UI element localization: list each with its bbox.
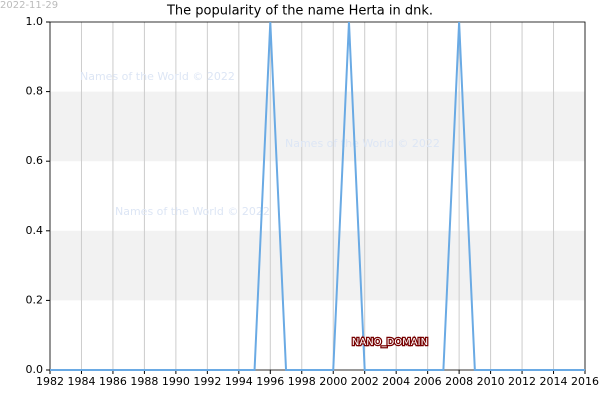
y-tick-label: 0.2 — [26, 293, 44, 306]
x-tick-label: 2010 — [477, 375, 505, 388]
watermark: Names of the World © 2022 — [80, 70, 235, 83]
x-tick-label: 1982 — [36, 375, 64, 388]
x-tick-label: 1994 — [225, 375, 253, 388]
watermark: Names of the World © 2022 — [115, 205, 270, 218]
x-tick-label: 2006 — [414, 375, 442, 388]
x-tick-label: 1996 — [256, 375, 284, 388]
grid-band — [50, 230, 585, 301]
y-tick-label: 0.6 — [26, 154, 44, 167]
x-tick-label: 1984 — [67, 375, 95, 388]
y-tick-label: 1.0 — [26, 15, 44, 28]
x-tick-label: 2008 — [445, 375, 473, 388]
grid-band — [50, 91, 585, 162]
x-tick-label: 1990 — [162, 375, 190, 388]
y-tick-label: 0.0 — [26, 363, 44, 376]
x-tick-label: 2012 — [508, 375, 536, 388]
x-tick-label: 2016 — [571, 375, 599, 388]
date: 2022-11-29 — [0, 0, 58, 11]
x-tick-label: 2014 — [540, 375, 568, 388]
x-tick-label: 1988 — [130, 375, 158, 388]
x-tick-label: 2002 — [351, 375, 379, 388]
x-tick-label: 1992 — [193, 375, 221, 388]
line — [50, 21, 585, 371]
y-tick-label: 0.4 — [26, 224, 44, 237]
y-tick-label: 0.8 — [26, 85, 44, 98]
chart-title: The popularity of the name Herta in dnk. — [166, 4, 433, 19]
x-tick-label: 2004 — [382, 375, 410, 388]
x-tick-label: 1998 — [288, 375, 316, 388]
annotation: NANO_DOMAIN — [352, 337, 428, 348]
watermark: Names of the World © 2022 — [285, 137, 440, 150]
x-tick-label: 1986 — [99, 375, 127, 388]
x-tick-label: 2000 — [319, 375, 347, 388]
